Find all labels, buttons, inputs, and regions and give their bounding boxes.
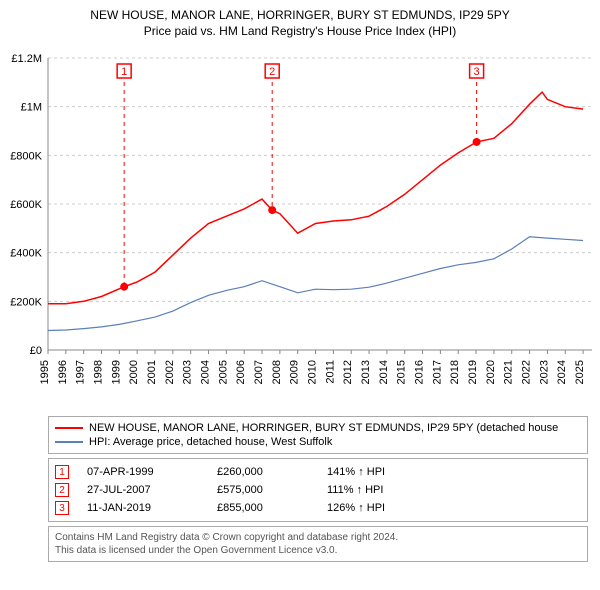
x-tick-label: 2009	[289, 360, 301, 384]
x-tick-label: 2017	[431, 360, 443, 384]
chart-area: £0 £200K £400K £600K £800K £1M £1.2M 1995 1996 19…	[0, 40, 600, 410]
y-tick-label: £400K	[10, 248, 42, 260]
transaction-date: 27-JUL-2007	[87, 484, 217, 496]
series-property	[48, 92, 583, 304]
transaction-row-3: 3 11-JAN-2019£855,000126% ↑ HPI	[55, 499, 581, 517]
chart-container: NEW HOUSE, MANOR LANE, HORRINGER, BURY S…	[0, 0, 600, 562]
transaction-price: £575,000	[217, 484, 327, 496]
transaction-date: 11-JAN-2019	[87, 502, 217, 514]
legend-swatch	[55, 427, 83, 429]
x-tick-label: 1999	[110, 360, 122, 384]
legend: NEW HOUSE, MANOR LANE, HORRINGER, BURY S…	[48, 416, 588, 454]
x-tick-label: 2020	[485, 360, 497, 384]
x-tick-label: 2022	[521, 360, 533, 384]
x-tick-label: 2023	[538, 360, 550, 384]
transaction-hpi: 141% ↑ HPI	[327, 466, 385, 478]
footer: Contains HM Land Registry data © Crown c…	[48, 526, 588, 562]
marker-dot-1	[120, 283, 128, 291]
y-tick-label: £0	[30, 345, 42, 357]
legend-row-0: NEW HOUSE, MANOR LANE, HORRINGER, BURY S…	[55, 421, 581, 435]
y-tick-label: £200K	[10, 296, 42, 308]
transaction-marker: 2	[55, 483, 69, 497]
title-block: NEW HOUSE, MANOR LANE, HORRINGER, BURY S…	[0, 0, 600, 40]
x-tick-label: 2007	[253, 360, 265, 384]
x-tick-label: 2018	[449, 360, 461, 384]
marker-num-3: 3	[474, 66, 480, 78]
transaction-row-1: 1 07-APR-1999£260,000141% ↑ HPI	[55, 463, 581, 481]
x-tick-label: 2021	[503, 360, 515, 384]
chart-svg: £0 £200K £400K £600K £800K £1M £1.2M 1995 1996 19…	[0, 40, 600, 410]
x-tick-label: 2002	[164, 360, 176, 384]
x-tick-label: 2000	[128, 360, 140, 384]
transaction-marker: 3	[55, 501, 69, 515]
y-tick-label: £1.2M	[11, 53, 42, 65]
legend-label: NEW HOUSE, MANOR LANE, HORRINGER, BURY S…	[89, 422, 558, 434]
x-tick-label: 2012	[342, 360, 354, 384]
legend-swatch	[55, 441, 83, 443]
marker-num-1: 1	[121, 66, 127, 78]
marker-dot-3	[473, 138, 481, 146]
transaction-row-2: 2 27-JUL-2007£575,000111% ↑ HPI	[55, 481, 581, 499]
transaction-marker: 1	[55, 465, 69, 479]
legend-label: HPI: Average price, detached house, West…	[89, 436, 332, 448]
x-tick-label: 1997	[75, 360, 87, 384]
transaction-hpi: 126% ↑ HPI	[327, 502, 385, 514]
transaction-date: 07-APR-1999	[87, 466, 217, 478]
footer-line2: This data is licensed under the Open Gov…	[55, 544, 581, 557]
x-tick-label: 2013	[360, 360, 372, 384]
series-hpi	[48, 237, 583, 331]
transaction-hpi: 111% ↑ HPI	[327, 484, 383, 496]
x-tick-label: 2001	[146, 360, 158, 384]
y-tick-label: £800K	[10, 150, 42, 162]
x-tick-label: 1996	[57, 360, 69, 384]
x-tick-label: 2019	[467, 360, 479, 384]
x-tick-label: 2004	[200, 360, 212, 384]
x-tick-label: 2006	[235, 360, 247, 384]
title-line2: Price paid vs. HM Land Registry's House …	[4, 24, 596, 38]
footer-line1: Contains HM Land Registry data © Crown c…	[55, 531, 581, 544]
x-tick-label: 2025	[574, 360, 586, 384]
legend-row-1: HPI: Average price, detached house, West…	[55, 435, 581, 449]
marker-dot-2	[268, 206, 276, 214]
transactions-table: 1 07-APR-1999£260,000141% ↑ HPI 2 27-JUL-20…	[48, 458, 588, 522]
x-tick-label: 2008	[271, 360, 283, 384]
x-tick-label: 2015	[396, 360, 408, 384]
x-tick-label: 1998	[93, 360, 105, 384]
x-tick-label: 1995	[39, 360, 51, 384]
y-tick-label: £600K	[10, 199, 42, 211]
x-tick-label: 2003	[182, 360, 194, 384]
transaction-price: £260,000	[217, 466, 327, 478]
x-tick-label: 2016	[414, 360, 426, 384]
x-tick-label: 2024	[556, 360, 568, 384]
x-tick-label: 2005	[217, 360, 229, 384]
title-line1: NEW HOUSE, MANOR LANE, HORRINGER, BURY S…	[4, 8, 596, 22]
x-tick-label: 2014	[378, 360, 390, 384]
x-tick-label: 2010	[307, 360, 319, 384]
transaction-price: £855,000	[217, 502, 327, 514]
marker-num-2: 2	[269, 66, 275, 78]
x-tick-label: 2011	[324, 360, 336, 384]
y-tick-label: £1M	[21, 102, 42, 114]
